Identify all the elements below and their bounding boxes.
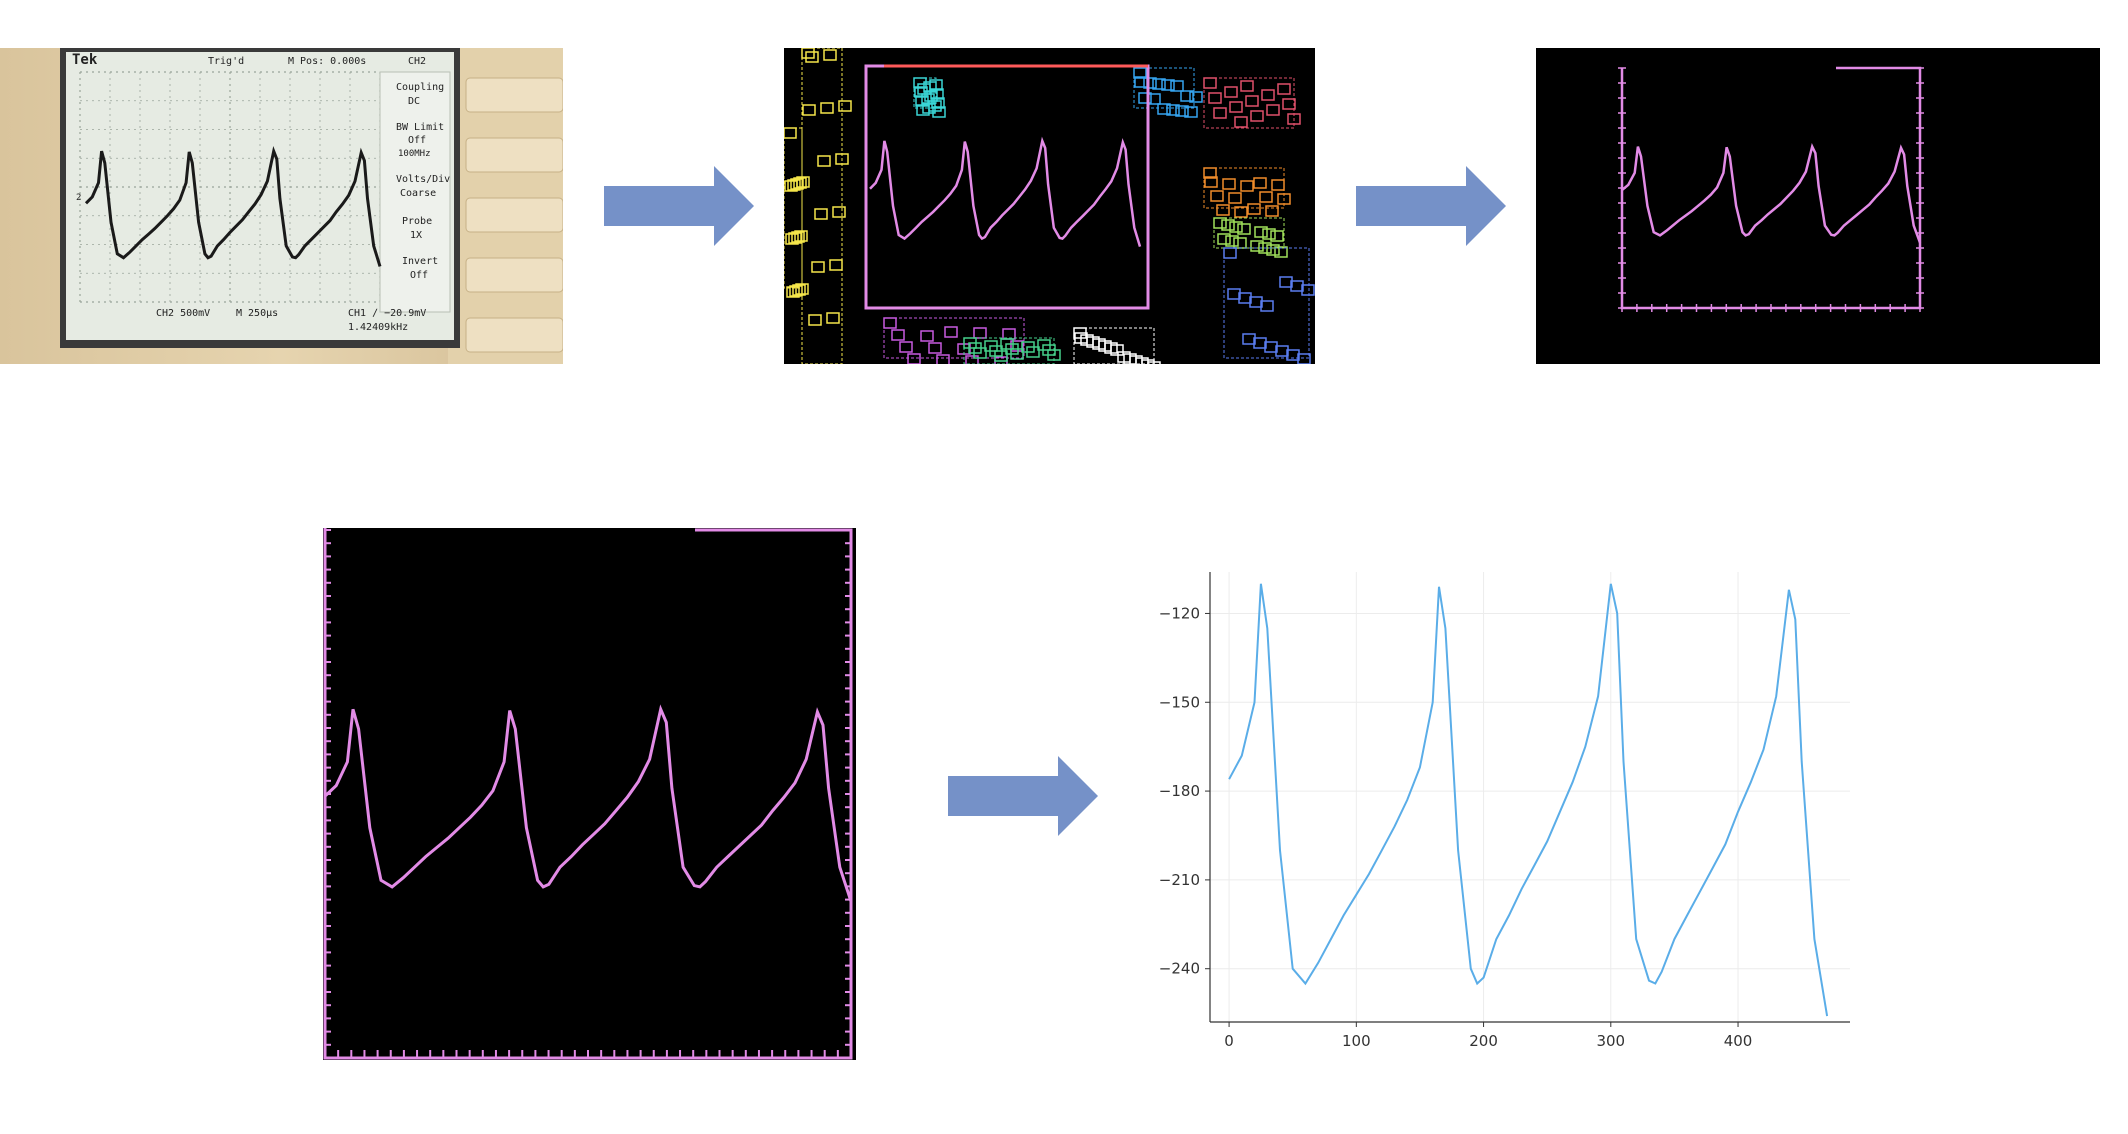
extracted-line-plot: 0 100 200 300 400 −120 −150 −180 −210 −240 <box>1140 560 1880 1060</box>
chart-tick-labels: 0 100 200 300 400 −120 −150 −180 −210 −240 <box>1159 604 1753 1050</box>
arrow-right-icon <box>948 756 1098 836</box>
scope-button <box>465 257 563 293</box>
isolated-contours <box>1536 48 2100 364</box>
contour-segmentation <box>784 48 1315 364</box>
scope-mpos: M Pos: 0.000s <box>288 56 366 67</box>
isolated-ticks <box>1618 67 1924 312</box>
menu-voltsdiv-title: Volts/Div <box>396 174 450 185</box>
segmentation-blobs <box>784 48 1315 364</box>
segment-blob <box>913 77 946 118</box>
scope-waveform <box>84 145 382 267</box>
menu-bwlimit-sub: 100MHz <box>398 149 431 159</box>
y-tick-label: −240 <box>1159 960 1200 978</box>
menu-invert-value: Off <box>410 270 428 281</box>
isolated-waveform <box>1621 142 1922 244</box>
scope-brand: Tek <box>72 52 98 68</box>
menu-invert-title: Invert <box>402 256 438 267</box>
segment-blob <box>1203 167 1291 218</box>
y-tick-label: −210 <box>1159 871 1200 889</box>
chart-grid <box>1210 572 1850 1022</box>
scope-button <box>465 197 563 233</box>
scope-menu-channel: CH2 <box>408 56 426 67</box>
cropped-frame <box>323 528 853 1060</box>
chart-axes <box>1205 572 1850 1027</box>
scope-trigger-status: Trig'd <box>208 56 244 67</box>
arrow-right-icon <box>604 166 754 246</box>
menu-bwlimit-value: Off <box>408 135 426 146</box>
segment-blob <box>1203 77 1301 129</box>
segment-blob <box>1133 67 1203 118</box>
x-tick-label: 400 <box>1724 1032 1753 1050</box>
x-tick-label: 0 <box>1224 1032 1234 1050</box>
segment-blob <box>1223 247 1315 364</box>
menu-coupling-title: Coupling <box>396 82 444 93</box>
segmentation-svg <box>784 48 1315 364</box>
cropped-ticks <box>324 529 852 1059</box>
scope-button <box>465 317 563 353</box>
detected-waveform <box>869 136 1142 247</box>
menu-coupling-value: DC <box>408 96 420 107</box>
scope-time-scale: M 250µs <box>236 308 278 319</box>
y-tick-label: −180 <box>1159 782 1200 800</box>
cropped-waveform-line <box>323 704 853 902</box>
x-tick-label: 300 <box>1596 1032 1625 1050</box>
segment-blob <box>801 48 852 364</box>
menu-probe-title: Probe <box>402 216 432 227</box>
scope-side-menu: Coupling DC BW Limit Off 100MHz Volts/Di… <box>396 82 450 281</box>
arrow-right-icon <box>1356 166 1506 246</box>
segment-blob <box>883 317 1025 364</box>
scope-frequency: 1.42409kHz <box>348 322 408 333</box>
segment-blob <box>1213 217 1288 258</box>
isolated-svg <box>1618 66 1924 312</box>
scope-ch1-reading: CH1 ∕ −20.9mV <box>348 308 426 319</box>
oscilloscope-photo-svg: Tek Trig'd M Pos: 0.000s CH2 2 Coupling … <box>0 48 563 364</box>
scope-button <box>465 77 563 113</box>
y-tick-label: −150 <box>1159 693 1200 711</box>
scope-button <box>465 137 563 173</box>
scope-channel-marker: 2 <box>76 193 81 203</box>
menu-voltsdiv-value: Coarse <box>400 188 436 199</box>
x-tick-label: 200 <box>1469 1032 1498 1050</box>
menu-probe-value: 1X <box>410 230 422 241</box>
isolated-frame <box>1620 66 1922 310</box>
line-chart: 0 100 200 300 400 −120 −150 −180 −210 −240 <box>1159 572 1850 1050</box>
y-tick-label: −120 <box>1159 604 1200 622</box>
cropped-svg <box>323 528 853 1060</box>
x-tick-label: 100 <box>1342 1032 1371 1050</box>
menu-bwlimit-title: BW Limit <box>396 122 444 133</box>
scope-graticule <box>79 71 451 313</box>
cropped-waveform <box>323 528 856 1060</box>
scope-ch2-scale: CH2 500mV <box>156 308 210 319</box>
oscilloscope-photo: Tek Trig'd M Pos: 0.000s CH2 2 Coupling … <box>0 48 563 364</box>
chart-series-line <box>1228 583 1829 1017</box>
segment-blob <box>1073 327 1161 364</box>
segment-blob <box>784 127 810 298</box>
scope-menu-box <box>379 71 451 313</box>
segment-blob <box>963 337 1061 364</box>
